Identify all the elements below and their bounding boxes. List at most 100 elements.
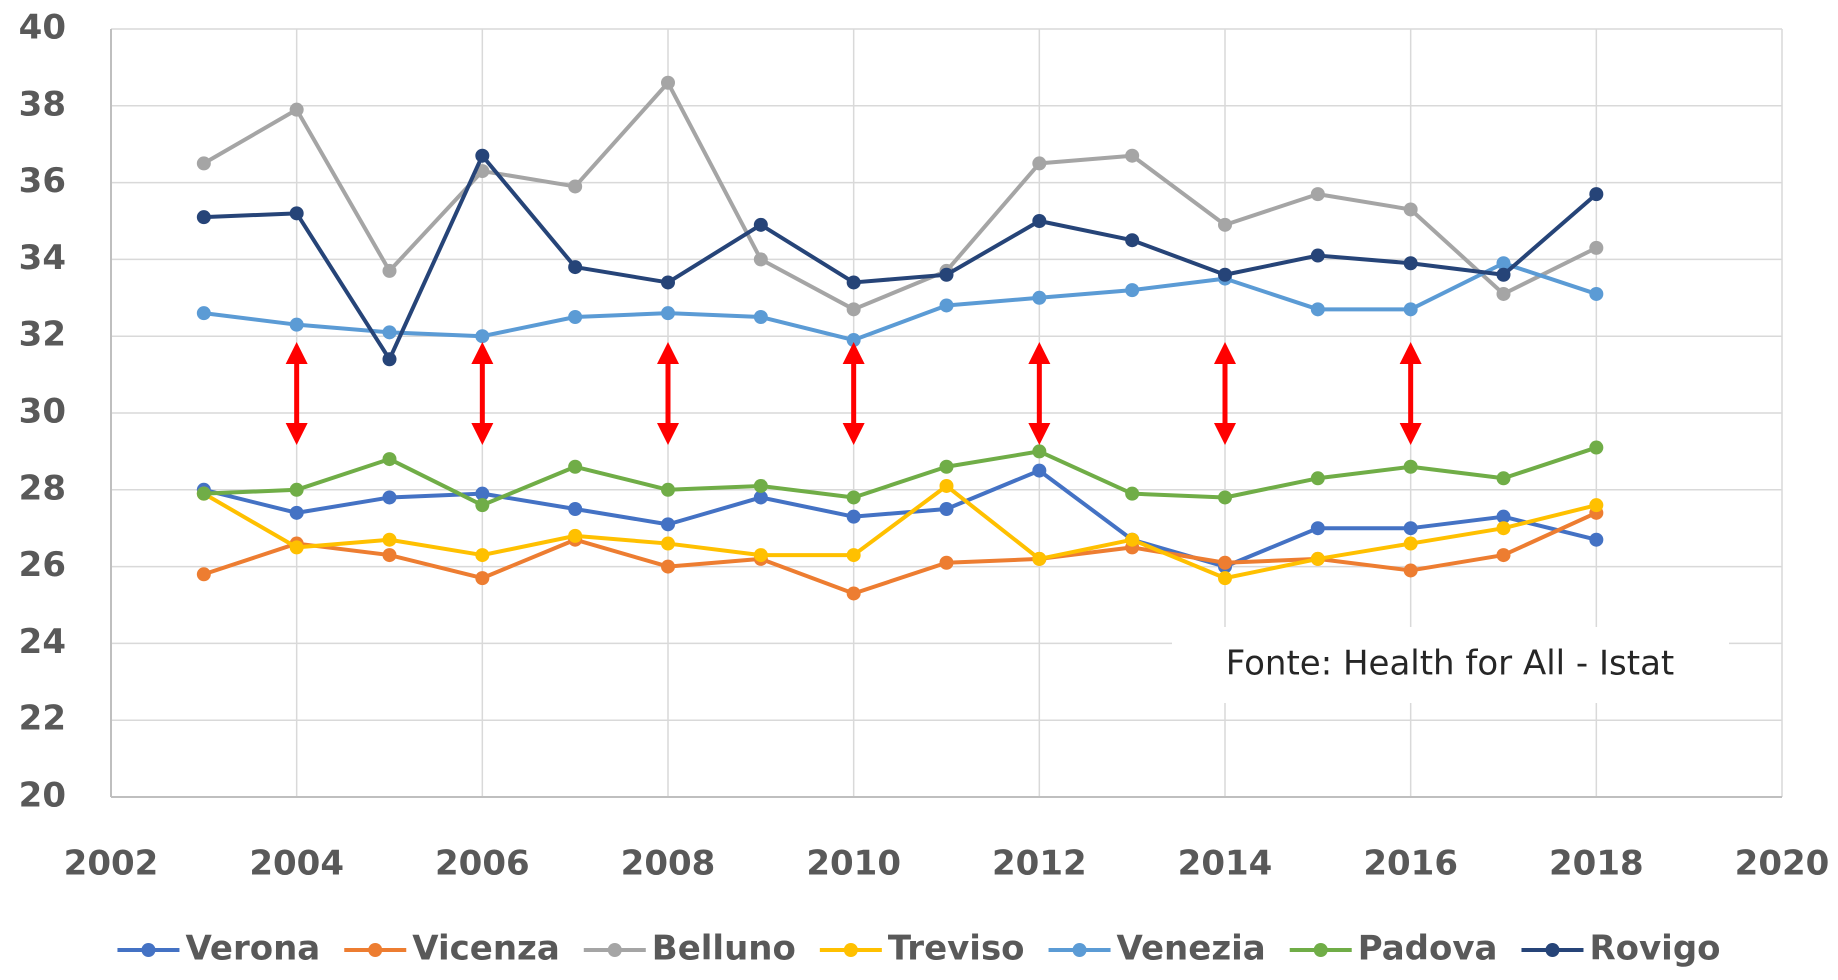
- series-marker: [1496, 256, 1511, 271]
- legend-marker: [607, 943, 622, 957]
- x-tick-label: 2018: [1549, 844, 1644, 884]
- series-marker: [753, 217, 768, 232]
- series-marker: [1496, 548, 1511, 563]
- series-marker: [196, 567, 211, 582]
- legend-item: Venezia: [1048, 929, 1266, 969]
- y-tick-label: 28: [19, 468, 66, 508]
- series-marker: [753, 478, 768, 493]
- legend-item: Treviso: [819, 929, 1025, 969]
- legend-label: Vicenza: [412, 929, 560, 969]
- series-marker: [1403, 536, 1418, 551]
- series-marker: [1496, 471, 1511, 486]
- series-marker: [939, 267, 954, 282]
- annotation: Fonte: Health for All - Istat: [1226, 644, 1675, 684]
- x-tick-label: 2008: [621, 844, 716, 884]
- annotation-box: [1172, 627, 1729, 703]
- series-marker: [1403, 202, 1418, 217]
- series-marker: [1310, 248, 1325, 263]
- series-marker: [196, 210, 211, 225]
- legend-item: Padova: [1289, 929, 1498, 969]
- x-tick-label: 2012: [992, 844, 1087, 884]
- series-marker: [1125, 532, 1140, 547]
- series-marker: [661, 482, 675, 497]
- series-marker: [1125, 486, 1140, 501]
- x-tick-label: 2014: [1178, 844, 1273, 884]
- series-marker: [753, 252, 768, 267]
- series-marker: [568, 179, 583, 194]
- arrow-head: [1399, 423, 1422, 445]
- legend-item: Vicenza: [344, 929, 560, 969]
- y-tick-label: 22: [19, 699, 66, 739]
- series-marker: [661, 559, 675, 574]
- series-marker: [1589, 532, 1604, 547]
- legend-label: Belluno: [652, 929, 796, 969]
- series-marker: [289, 102, 304, 117]
- series-marker: [475, 498, 490, 513]
- series-marker: [382, 548, 397, 563]
- series-marker: [1403, 256, 1418, 271]
- series-marker: [939, 555, 954, 570]
- legend-item: Verona: [117, 929, 320, 969]
- series-marker: [1310, 471, 1325, 486]
- arrow-head: [471, 423, 494, 445]
- legend-marker: [368, 943, 383, 957]
- series-marker: [753, 490, 768, 505]
- series-marker: [1032, 444, 1047, 459]
- legend-label: Padova: [1358, 929, 1498, 969]
- x-tick-label: 2006: [435, 844, 530, 884]
- series-marker: [1125, 283, 1140, 298]
- arrow-head: [657, 423, 679, 445]
- series-marker: [382, 452, 397, 467]
- arrow-head: [1214, 342, 1236, 364]
- y-tick-label: 30: [19, 392, 66, 432]
- y-tick-label: 24: [19, 622, 66, 662]
- y-tick-label: 36: [19, 161, 66, 201]
- series-marker: [1310, 187, 1325, 202]
- series-marker: [1218, 555, 1232, 570]
- series-marker: [289, 482, 304, 497]
- series-marker: [382, 490, 397, 505]
- series-marker: [196, 306, 211, 321]
- series-marker: [382, 263, 397, 278]
- series-marker: [753, 310, 768, 324]
- legend-item: Belluno: [583, 929, 796, 969]
- series-marker: [1218, 571, 1232, 586]
- series-marker: [661, 75, 675, 90]
- y-tick-label: 26: [19, 545, 66, 585]
- series-marker: [289, 317, 304, 332]
- series-marker: [1496, 521, 1511, 536]
- legend-marker: [1072, 943, 1087, 957]
- legend-marker: [141, 943, 156, 957]
- series-marker: [1589, 240, 1604, 255]
- series-marker: [846, 548, 861, 563]
- series-marker: [1032, 214, 1047, 228]
- series-marker: [475, 548, 490, 563]
- legend-label: Verona: [185, 929, 320, 969]
- series-marker: [661, 517, 675, 532]
- series-marker: [1218, 490, 1232, 505]
- series-marker: [568, 310, 583, 324]
- series-line: [203, 445, 1597, 508]
- series-marker: [1218, 217, 1232, 232]
- arrow-head: [842, 342, 865, 364]
- series-line: [202, 80, 1598, 312]
- legend-marker: [1313, 943, 1328, 957]
- arrow-head: [285, 423, 308, 445]
- series-marker: [196, 486, 211, 501]
- series-marker: [289, 540, 304, 555]
- series-marker: [289, 505, 304, 520]
- series-marker: [568, 260, 583, 275]
- series-marker: [568, 528, 583, 543]
- series-marker: [1125, 233, 1140, 248]
- x-tick-label: 2016: [1363, 844, 1458, 884]
- series-marker: [1218, 267, 1232, 282]
- legend-label: Venezia: [1117, 929, 1266, 969]
- series-marker: [382, 325, 397, 340]
- arrow-head: [1028, 423, 1051, 445]
- series-marker: [1310, 302, 1325, 317]
- series-marker: [661, 306, 675, 321]
- series-marker: [1032, 290, 1047, 305]
- series-line: [202, 483, 1597, 581]
- series-marker: [846, 490, 861, 505]
